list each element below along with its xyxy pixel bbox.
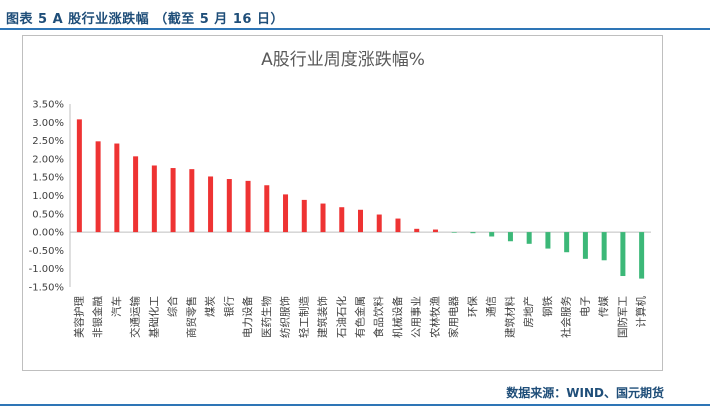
bar-18 xyxy=(395,218,401,233)
bar-25 xyxy=(526,232,532,244)
bar-4 xyxy=(133,156,139,233)
chart-frame: A股行业周度涨跌幅% 3.50% 3.00% 2.50% 2.00% 1.50% 1.00… xyxy=(22,35,663,371)
x-category-label: 非银金融 xyxy=(91,296,104,338)
bar-8 xyxy=(208,176,214,233)
x-category-label: 钢铁 xyxy=(541,296,554,317)
x-category-label: 综合 xyxy=(166,296,179,317)
figure-caption: 图表 5 A 股行业涨跌幅 （截至 5 月 16 日） xyxy=(6,12,284,27)
x-category-label: 基础化工 xyxy=(147,296,160,338)
x-category-label: 公用事业 xyxy=(410,296,423,338)
bars xyxy=(76,119,645,279)
x-category-label: 传媒 xyxy=(597,296,610,317)
bar-31 xyxy=(639,232,645,279)
bar-16 xyxy=(358,209,363,233)
y-axis-labels: 3.50% 3.00% 2.50% 2.00% 1.50% 1.00% 0.50% 0.00%… xyxy=(29,100,64,294)
x-category-label: 机械设备 xyxy=(391,296,404,338)
x-category-label: 国防军工 xyxy=(616,296,629,338)
y-tick-label: 0.50% xyxy=(32,209,64,220)
bar-1 xyxy=(76,119,82,233)
x-category-label: 有色金属 xyxy=(354,296,367,338)
bar-15 xyxy=(339,207,345,233)
y-tick-label: 2.00% xyxy=(32,154,64,165)
x-category-label: 电子 xyxy=(578,296,591,317)
x-axis-labels: 美容护理 非银金融 汽车 交通运输 基础化工 综合 商贸零售 煤炭 银行 电力设备 医药生物 纺织服饰… xyxy=(72,296,647,338)
x-category-label: 纺织服饰 xyxy=(279,296,292,338)
bar-23 xyxy=(489,232,495,237)
y-tick-label: 1.00% xyxy=(32,191,64,202)
bar-24 xyxy=(507,232,513,242)
bar-19 xyxy=(414,228,420,233)
bar-21 xyxy=(451,232,457,233)
x-category-label: 计算机 xyxy=(635,296,648,328)
bar-11 xyxy=(264,185,270,233)
bar-5 xyxy=(151,165,157,233)
y-tick-label: 2.50% xyxy=(32,136,64,147)
x-category-label: 农林牧渔 xyxy=(428,296,441,338)
y-tick-label: -0.50% xyxy=(29,246,64,257)
y-tick-label: -1.00% xyxy=(29,264,64,275)
bar-12 xyxy=(283,194,289,233)
bar-2 xyxy=(95,141,101,233)
bar-6 xyxy=(170,168,176,233)
x-category-label: 医药生物 xyxy=(260,296,273,338)
x-category-label: 美容护理 xyxy=(72,296,85,338)
bar-30 xyxy=(620,232,626,277)
source-text: 数据来源：WIND、国元期货 xyxy=(506,386,664,400)
bar-13 xyxy=(301,199,307,233)
bar-7 xyxy=(189,169,195,233)
bar-17 xyxy=(376,214,382,233)
bar-9 xyxy=(226,179,232,233)
y-tick-label: 3.50% xyxy=(32,100,64,111)
bar-14 xyxy=(320,203,326,233)
top-rule xyxy=(0,28,710,30)
bar-28 xyxy=(582,232,588,259)
x-category-label: 环保 xyxy=(466,296,479,317)
x-category-label: 汽车 xyxy=(110,296,123,317)
x-category-label: 社会服务 xyxy=(560,296,573,338)
x-category-label: 煤炭 xyxy=(204,296,217,317)
bar-20 xyxy=(432,229,438,233)
chart-title: A股行业周度涨跌幅% xyxy=(261,50,425,70)
bar-22 xyxy=(470,232,476,234)
bar-29 xyxy=(601,232,607,261)
x-category-label: 建筑材料 xyxy=(503,296,516,338)
bar-26 xyxy=(545,232,551,249)
x-category-label: 房地产 xyxy=(522,296,535,328)
bar-chart: A股行业周度涨跌幅% 3.50% 3.00% 2.50% 2.00% 1.50% 1.00… xyxy=(29,50,651,338)
bar-10 xyxy=(245,180,251,233)
x-category-label: 交通运输 xyxy=(129,296,142,338)
x-category-label: 轻工制造 xyxy=(297,296,310,338)
x-category-label: 电力设备 xyxy=(241,296,254,338)
x-category-label: 通信 xyxy=(486,296,498,317)
x-category-label: 商贸零售 xyxy=(185,296,198,338)
x-category-label: 银行 xyxy=(222,296,235,317)
y-tick-label: 1.50% xyxy=(32,173,64,184)
y-tick-label: 3.00% xyxy=(32,118,64,129)
bar-3 xyxy=(114,143,120,233)
x-category-label: 建筑装饰 xyxy=(316,296,329,338)
x-category-label: 石油石化 xyxy=(335,296,348,338)
y-tick-label: 0.00% xyxy=(32,228,64,239)
x-category-label: 食品饮料 xyxy=(372,296,385,338)
bottom-rule xyxy=(0,404,710,406)
bar-27 xyxy=(564,232,570,253)
y-tick-label: -1.50% xyxy=(29,283,64,294)
x-category-label: 家用电器 xyxy=(447,296,460,338)
